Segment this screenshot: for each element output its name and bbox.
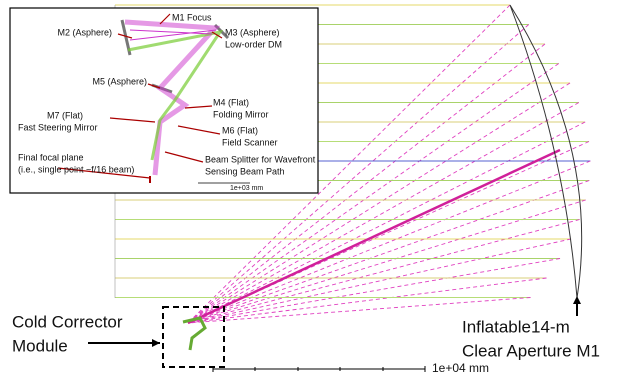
arrow-head: [152, 339, 160, 347]
reflected-ray: [188, 200, 586, 323]
inset-label: M2 (Asphere): [57, 27, 112, 37]
inset-label: M4 (Flat): [213, 97, 249, 107]
reflected-ray: [188, 181, 589, 324]
main-label: Clear Aperture M1: [462, 341, 600, 360]
inset-label: Beam Splitter for Wavefront: [205, 154, 316, 164]
main-scale-label: 1e+04 mm: [432, 361, 489, 375]
inset-label: M7 (Flat): [47, 110, 83, 120]
inset-label: M3 (Asphere): [225, 27, 280, 37]
inset-label: M6 (Flat): [222, 125, 258, 135]
arrow-head: [573, 296, 581, 304]
figure: M1 Focus M2 (Asphere) M3 (Asphere) Low-orde…: [0, 0, 633, 380]
main-label: Module: [12, 336, 68, 355]
inset-label: Final focal plane: [18, 152, 84, 162]
main-label: Inflatable14-m: [462, 317, 570, 336]
inset-label: (i.e., single point ~f/16 beam): [18, 164, 134, 174]
main-label: Cold Corrector: [12, 312, 123, 331]
inset-label: M5 (Asphere): [92, 76, 147, 86]
inset-scale-label: 1e+03 mm: [230, 185, 263, 192]
reflected-ray: [188, 239, 571, 323]
inset-label: Sensing Beam Path: [205, 166, 285, 176]
main-scale-bar: [213, 366, 425, 372]
inset-label: Fast Steering Mirror: [18, 122, 98, 132]
primary-mirror: [510, 5, 582, 298]
inset-label: Folding Mirror: [213, 109, 269, 119]
inset-label: Low-order DM: [225, 39, 282, 49]
inset-label: M1 Focus: [172, 12, 212, 22]
inset-label: Field Scanner: [222, 137, 278, 147]
